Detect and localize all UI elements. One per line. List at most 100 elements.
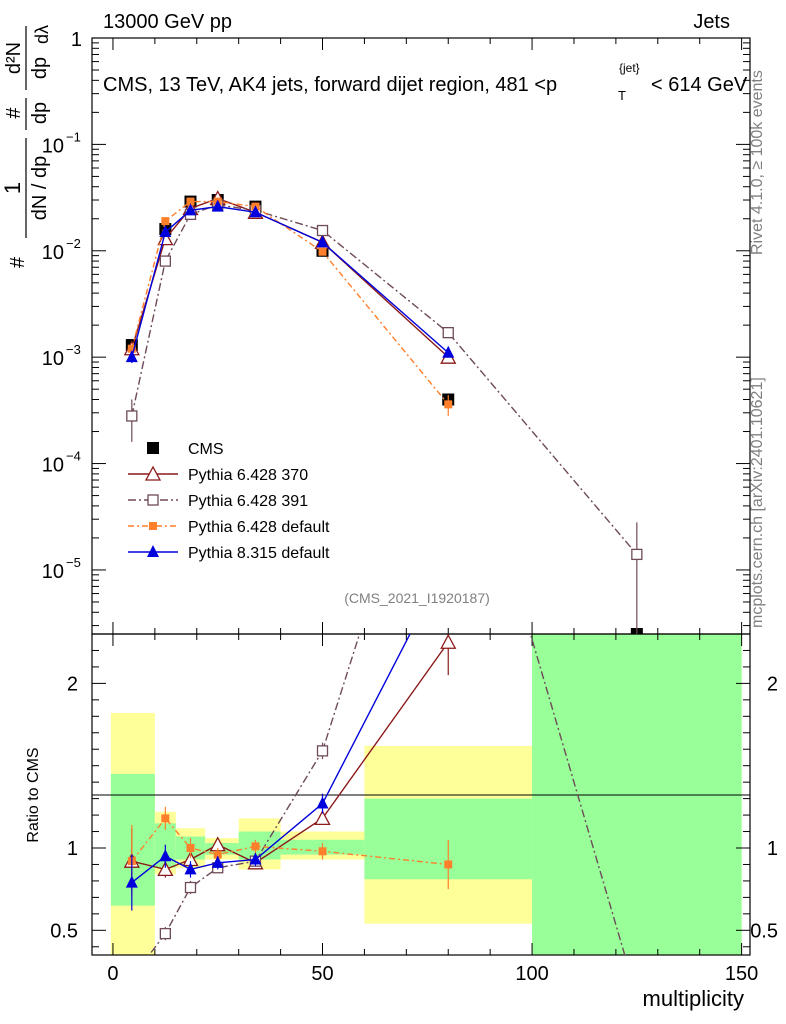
legend-marker-pythia-8-315-default — [147, 545, 159, 557]
y-tick-exponent: −3 — [66, 342, 81, 357]
legend-label-pythia-8-315-default: Pythia 8.315 default — [188, 545, 330, 562]
y-tick-exponent: −2 — [66, 236, 81, 251]
data-point-pythia-6-428-391 — [631, 548, 643, 561]
ratio-point-pythia-6-428-370 — [314, 809, 331, 826]
data-point-pythia-8-315-default — [125, 350, 138, 363]
y-tick-label: 10 — [42, 242, 64, 264]
ratio-point-pythia-6-428-391 — [316, 745, 329, 757]
ratio-tick-label: 2 — [67, 673, 78, 695]
mcplots-label: mcplots.cern.ch [arXiv:2401.10621] — [749, 377, 766, 628]
ratio-point-pythia-6-428-391 — [632, 991, 642, 1001]
legend-label-pythia-6-428-370: Pythia 6.428 370 — [188, 467, 308, 484]
legend-marker-cms — [147, 442, 159, 454]
ylabel-dlambda: dλ — [32, 25, 52, 44]
data-point-pythia-6-428-default — [318, 247, 327, 256]
ylabel-hash: # — [7, 256, 29, 268]
title-prefix: CMS, 13 TeV, AK4 jets, forward dijet reg… — [103, 74, 557, 96]
data-point-pythia-8-315-default — [184, 203, 197, 216]
main-series-layer — [123, 190, 643, 634]
ratio-point-pythia-8-315-default — [159, 849, 172, 862]
ratio-point-pythia-6-428-default — [318, 847, 327, 856]
data-point-pythia-6-428-default — [444, 400, 453, 409]
y-tick-label: 10 — [42, 135, 64, 157]
y-tick-exponent: −4 — [66, 449, 81, 464]
series-pythia-6-428-370 — [123, 190, 457, 364]
ratio-point-pythia-6-428-391 — [159, 927, 171, 940]
ratio-point-pythia-8-315-default — [211, 855, 224, 868]
x-tick-label: 100 — [515, 963, 548, 985]
data-point-pythia-8-315-default — [249, 205, 262, 218]
ylabel-frac1-den: dN / dp — [29, 156, 51, 220]
ratio-point-pythia-6-428-391 — [184, 881, 197, 894]
ylabel-frac2-den: dp — [29, 102, 51, 124]
ratio-tick-label: 0.5 — [50, 920, 78, 942]
y-tick-exponent: −5 — [66, 555, 81, 570]
legend-label-pythia-6-428-391: Pythia 6.428 391 — [188, 493, 308, 510]
data-point-pythia-6-428-391 — [126, 410, 138, 422]
y-tick-label: 10 — [42, 561, 64, 583]
series-pythia-6-428-default — [127, 197, 453, 416]
legend-marker-pythia-6-428-370 — [144, 465, 162, 481]
data-point-pythia-6-428-370 — [157, 230, 174, 246]
ratio-series-pythia-8-315-default — [125, 553, 454, 911]
series-line-pythia-6-428-default — [131, 200, 449, 405]
legend-label-cms: CMS — [188, 441, 224, 458]
ratio-point-pythia-8-315-default — [316, 796, 329, 809]
title-subscript: T — [618, 88, 626, 103]
analysis-id: (CMS_2021_I1920187) — [344, 590, 490, 606]
ratio-point-pythia-8-315-default — [442, 553, 454, 565]
x-tick-label: 50 — [311, 963, 333, 985]
ylabel-frac2-num: # — [3, 107, 25, 119]
data-point-pythia-8-315-default — [211, 199, 224, 212]
data-point-pythia-8-315-default — [316, 235, 329, 248]
ratio-point-pythia-6-428-370 — [157, 861, 174, 877]
legend-marker-pythia-6-428-default — [149, 522, 157, 530]
data-point-pythia-6-428-391 — [316, 224, 329, 237]
jets-label: Jets — [693, 11, 730, 33]
ratio-tick-label-right: 2 — [767, 673, 778, 695]
ratio-y-axis-label: Ratio to CMS — [25, 747, 42, 842]
data-point-pythia-6-428-default — [161, 217, 170, 226]
ratio-tick-label-right: 0.5 — [750, 920, 778, 942]
data-point-pythia-6-428-391 — [159, 255, 171, 267]
ylabel-frac1-num: 1 — [0, 182, 25, 194]
x-axis-label: multiplicity — [643, 986, 744, 1011]
legend-label-pythia-6-428-default: Pythia 6.428 default — [188, 519, 330, 536]
series-pythia-8-315-default — [125, 199, 455, 364]
ratio-point-pythia-8-315-default — [125, 875, 138, 888]
y-tick-label: 10 — [42, 348, 64, 370]
title-suffix: < 614 GeV — [651, 74, 748, 96]
data-point-pythia-8-315-default — [442, 345, 455, 358]
legend-marker-pythia-6-428-391 — [147, 494, 159, 506]
ratio-line-pythia-6-428-391 — [148, 634, 626, 955]
series-line-pythia-6-428-391 — [131, 204, 638, 555]
ratio-point-pythia-6-428-370 — [440, 634, 457, 649]
data-point-pythia-6-428-391 — [442, 327, 454, 339]
energy-label: 13000 GeV pp — [103, 11, 232, 33]
x-tick-label: 0 — [107, 963, 118, 985]
main-y-axis-label: # 1 dN / dp # dp d²N dp dλ — [0, 25, 52, 268]
title-superscript: {jet} — [619, 61, 640, 75]
ratio-point-pythia-6-428-default — [161, 814, 170, 823]
legend: CMS Pythia 6.428 370 Pythia 6.428 391 Pythi… — [128, 441, 330, 562]
ratio-point-pythia-6-428-391 — [127, 973, 137, 983]
data-point-pythia-8-315-default — [159, 225, 172, 238]
series-line-pythia-6-428-370 — [131, 197, 449, 358]
ratio-tick-label: 1 — [67, 838, 78, 860]
ratio-tick-label-right: 1 — [767, 838, 778, 860]
y-tick-exponent: −1 — [66, 129, 81, 144]
rivet-version-label: Rivet 4.1.0, ≥ 100k events — [749, 70, 766, 255]
ratio-series-layer — [123, 553, 642, 1001]
series-cms — [125, 194, 643, 634]
ratio-point-pythia-8-315-default — [184, 862, 197, 875]
y-tick-label: 1 — [71, 29, 82, 51]
ratio-point-pythia-6-428-default — [213, 850, 222, 859]
y-tick-label: 10 — [42, 455, 64, 477]
ylabel-frac3-den: dp — [29, 57, 51, 79]
ratio-point-pythia-6-428-default — [251, 842, 260, 851]
ylabel-frac3-num: d²N — [3, 42, 25, 74]
data-point-pythia-6-428-default — [186, 197, 195, 206]
ratio-point-pythia-6-428-default — [186, 844, 195, 852]
